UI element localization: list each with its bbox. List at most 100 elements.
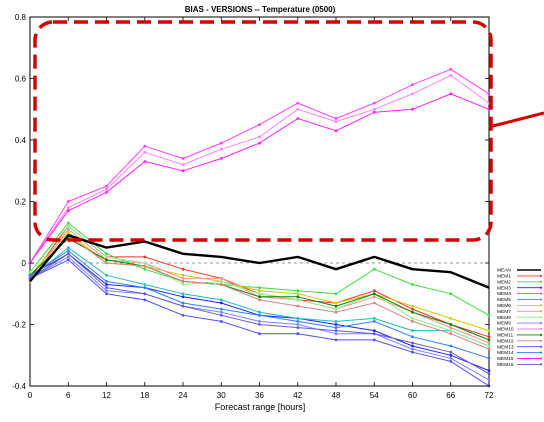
series-line-mem10: [29, 74, 490, 264]
data-point: [296, 117, 300, 120]
data-point: [334, 304, 338, 308]
data-point: [143, 283, 147, 286]
data-point: [219, 283, 223, 286]
data-point: [372, 295, 376, 299]
data-point: [66, 230, 70, 234]
data-point: [181, 277, 185, 280]
data-point: [143, 144, 147, 148]
data-point: [449, 329, 453, 332]
data-point: [296, 107, 300, 111]
legend-marker: [539, 357, 543, 360]
data-point: [449, 326, 453, 329]
series-line-mem14: [29, 250, 490, 359]
data-point: [258, 332, 261, 336]
y-axis-ticks: -0.4 -0.2 0 0.2 0.4 0.6 0.8: [12, 13, 489, 391]
data-point: [411, 310, 414, 314]
x-tick-label: 6: [66, 391, 71, 400]
series-group: [28, 67, 491, 388]
data-point: [105, 273, 108, 277]
data-point: [66, 200, 70, 203]
y-tick-label: 0.2: [15, 198, 27, 207]
data-point: [66, 206, 70, 210]
legend-marker: [539, 286, 543, 289]
x-tick-label: 24: [179, 391, 188, 400]
legend-marker: [539, 298, 543, 301]
legend-label: MEM16: [497, 362, 514, 368]
legend-marker: [539, 304, 543, 307]
legend-label: MEM11: [497, 333, 514, 339]
data-point: [411, 344, 414, 348]
data-point: [219, 313, 223, 317]
data-point: [105, 184, 108, 188]
data-point: [411, 283, 414, 286]
legend-label: MEAN: [497, 268, 511, 274]
data-point: [28, 273, 32, 277]
data-point: [296, 304, 300, 308]
x-tick-label: 42: [293, 391, 302, 400]
data-point: [411, 320, 414, 323]
data-point: [334, 310, 338, 314]
data-point: [487, 344, 491, 348]
x-tick-label: 18: [140, 391, 149, 400]
data-point: [487, 356, 491, 360]
data-point: [334, 320, 338, 323]
data-point: [372, 338, 376, 342]
data-point: [296, 320, 300, 323]
data-point: [372, 332, 376, 336]
data-point: [219, 157, 223, 160]
data-point: [219, 277, 223, 280]
x-tick-label: 30: [217, 391, 226, 400]
data-point: [449, 67, 453, 71]
data-point: [449, 317, 453, 320]
data-point: [181, 163, 185, 167]
data-point: [219, 307, 223, 311]
legend-label: MEM12: [497, 338, 514, 344]
legend-label: MEM14: [497, 350, 514, 356]
y-tick-label: -0.4: [12, 382, 26, 391]
data-point: [258, 313, 261, 317]
data-point: [181, 304, 185, 308]
series-mem2: [28, 221, 491, 317]
data-point: [449, 360, 453, 363]
data-point: [411, 92, 414, 96]
data-point: [105, 289, 108, 293]
data-point: [334, 326, 338, 329]
legend-label: MEM9: [497, 321, 511, 327]
data-point: [487, 329, 491, 332]
legend-marker: [539, 339, 543, 342]
data-point: [181, 280, 185, 283]
data-point: [372, 110, 376, 114]
data-point: [105, 286, 108, 289]
data-point: [296, 292, 300, 296]
series-line-mean: [29, 234, 490, 289]
legend-marker: [539, 292, 543, 295]
legend-marker: [539, 351, 543, 354]
data-point: [449, 350, 453, 354]
data-point: [296, 101, 300, 105]
data-point: [258, 286, 261, 289]
legend-label: MEM6: [497, 303, 511, 309]
data-point: [487, 338, 491, 342]
data-point: [143, 298, 147, 302]
legend: MEANMEM1MEM2MEM3MEM4MEM5MEM6MEM7MEM8MEM9…: [497, 268, 543, 368]
y-tick-label: -0.2: [12, 321, 26, 330]
data-point: [66, 258, 70, 262]
data-point: [296, 295, 300, 299]
data-point: [372, 289, 376, 293]
data-point: [372, 107, 376, 111]
y-tick-label: 0.4: [15, 136, 27, 145]
data-point: [181, 169, 185, 173]
data-point: [258, 310, 261, 314]
data-point: [334, 307, 338, 311]
data-point: [487, 92, 491, 96]
series-mem13: [28, 258, 491, 388]
data-point: [219, 310, 223, 314]
data-point: [105, 292, 108, 296]
data-point: [411, 350, 414, 354]
data-point: [258, 123, 261, 126]
data-point: [105, 258, 108, 262]
data-point: [334, 329, 338, 332]
data-point: [258, 135, 261, 139]
